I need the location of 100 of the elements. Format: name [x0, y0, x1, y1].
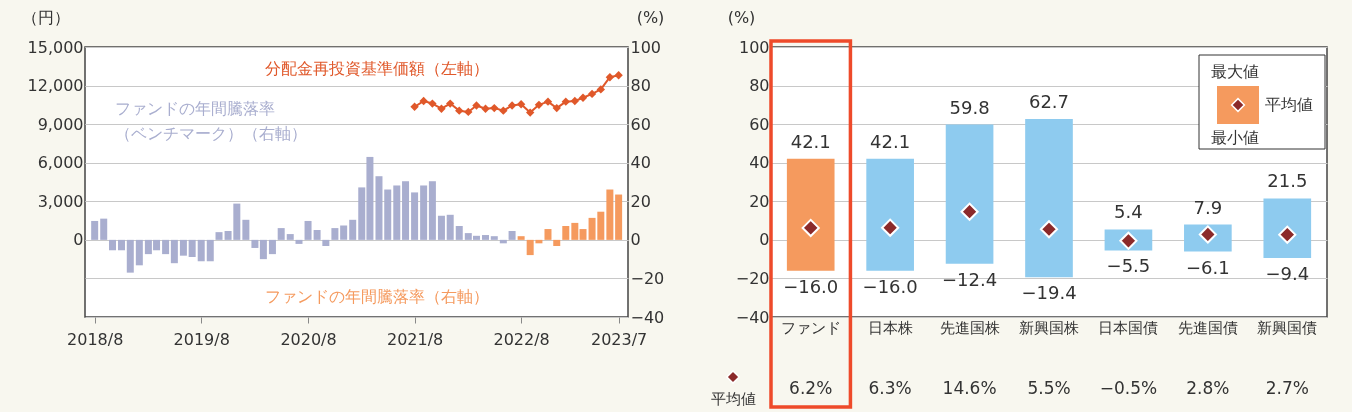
- bar: [866, 158, 914, 271]
- y2-axis-title: (%): [636, 7, 665, 27]
- y-tick-label: 20: [749, 191, 770, 211]
- point: [960, 202, 979, 221]
- y-tick-label: 15,000: [27, 37, 84, 57]
- y-tick-label: 0: [759, 230, 770, 250]
- annotation: −12.4: [941, 268, 998, 290]
- text: ファンドの年間騰落率（右軸）: [265, 287, 489, 306]
- annotation: 21.5: [1267, 170, 1308, 192]
- bar: [393, 185, 401, 240]
- series-label: 分配金再投資基準価額（左軸）: [265, 59, 489, 78]
- y2-tick-label: 80: [630, 76, 651, 96]
- bar: [295, 239, 303, 244]
- data-label: −0.5%: [1099, 378, 1158, 398]
- bar: [197, 239, 205, 262]
- annotation: 42.1: [870, 130, 911, 152]
- y2-tick-label: 100: [630, 37, 662, 57]
- bar: [179, 239, 187, 256]
- bar: [571, 222, 579, 240]
- bar: [340, 225, 348, 240]
- legend-label: 平均値: [1265, 95, 1313, 114]
- data-label: 6.2%: [789, 378, 833, 398]
- data-label: 14.6%: [942, 378, 997, 398]
- annotation: −19.4: [1021, 282, 1077, 304]
- bar: [100, 218, 108, 240]
- text: ファンドの年間騰落率（ベンチマーク）（右軸）: [115, 99, 307, 143]
- point: [801, 218, 820, 237]
- bar: [482, 235, 490, 240]
- bar: [553, 239, 561, 247]
- point: [516, 100, 526, 109]
- bar: [170, 239, 178, 264]
- bar: [349, 219, 357, 240]
- annotation: 42.1: [790, 130, 831, 152]
- bar: [420, 185, 428, 240]
- x-tick-label: 2019/8: [173, 329, 230, 349]
- bar: [215, 232, 223, 240]
- annotation: 最小値: [1211, 128, 1259, 147]
- bar: [428, 181, 436, 240]
- point: [561, 97, 570, 106]
- annotation: 最大値: [1211, 62, 1259, 81]
- point: [481, 104, 490, 113]
- y-axis-title: (%): [727, 7, 756, 27]
- point: [410, 102, 419, 111]
- bar: [579, 229, 587, 240]
- y-tick-label: 9,000: [37, 114, 84, 134]
- bar: [411, 192, 419, 240]
- bar: [331, 228, 339, 240]
- bar: [242, 219, 250, 240]
- bar: [188, 239, 196, 258]
- bar: [615, 194, 623, 240]
- y-tick-label: −40: [735, 307, 770, 327]
- point: [1039, 220, 1059, 239]
- point: [507, 101, 517, 110]
- point: [499, 106, 508, 115]
- point: [472, 101, 481, 110]
- point: [881, 218, 900, 237]
- bar: [375, 176, 383, 240]
- annotation: 62.7: [1028, 90, 1070, 112]
- y-tick-label: 100: [738, 37, 770, 57]
- y-tick-label: 0: [73, 230, 84, 250]
- bar: [402, 181, 410, 240]
- bar: [446, 214, 454, 240]
- point: [446, 99, 455, 108]
- data-label: 5.5%: [1027, 378, 1071, 398]
- x-tick-label: 先進国債: [1177, 318, 1238, 337]
- bar: [135, 239, 143, 266]
- bar: [108, 239, 116, 251]
- y-tick-label: −20: [735, 268, 770, 288]
- point: [605, 73, 615, 82]
- bar: [91, 220, 99, 240]
- y2-tick-label: 60: [630, 114, 651, 134]
- bar: [313, 230, 321, 240]
- bar: [544, 229, 552, 240]
- bar: [126, 239, 134, 273]
- annotation: −16.0: [862, 275, 918, 297]
- bar: [437, 215, 445, 240]
- x-tick-label: ファンド: [780, 318, 841, 337]
- bar: [162, 239, 170, 255]
- bar: [259, 239, 267, 260]
- point: [596, 85, 605, 94]
- point: [490, 103, 499, 113]
- text: 平均値: [710, 390, 756, 408]
- point: [464, 107, 473, 117]
- y2-tick-label: 20: [630, 191, 651, 211]
- bar: [945, 124, 994, 264]
- point: [455, 106, 464, 115]
- y2-tick-label: 40: [630, 153, 651, 173]
- annotation: −6.1: [1186, 256, 1230, 278]
- y2-tick-label: −40: [630, 307, 665, 327]
- x-tick-label: 新興国債: [1257, 318, 1318, 337]
- bar: [508, 230, 516, 240]
- bar: [251, 239, 259, 248]
- bar: [1025, 118, 1073, 278]
- x-tick-label: 2022/8: [493, 329, 550, 349]
- bar: [206, 239, 214, 262]
- x-tick-label: 日本国債: [1098, 318, 1159, 337]
- bar: [1263, 198, 1312, 258]
- bar: [304, 220, 312, 240]
- y-tick-label: 60: [749, 114, 770, 134]
- x-tick-label: 2018/8: [67, 329, 124, 349]
